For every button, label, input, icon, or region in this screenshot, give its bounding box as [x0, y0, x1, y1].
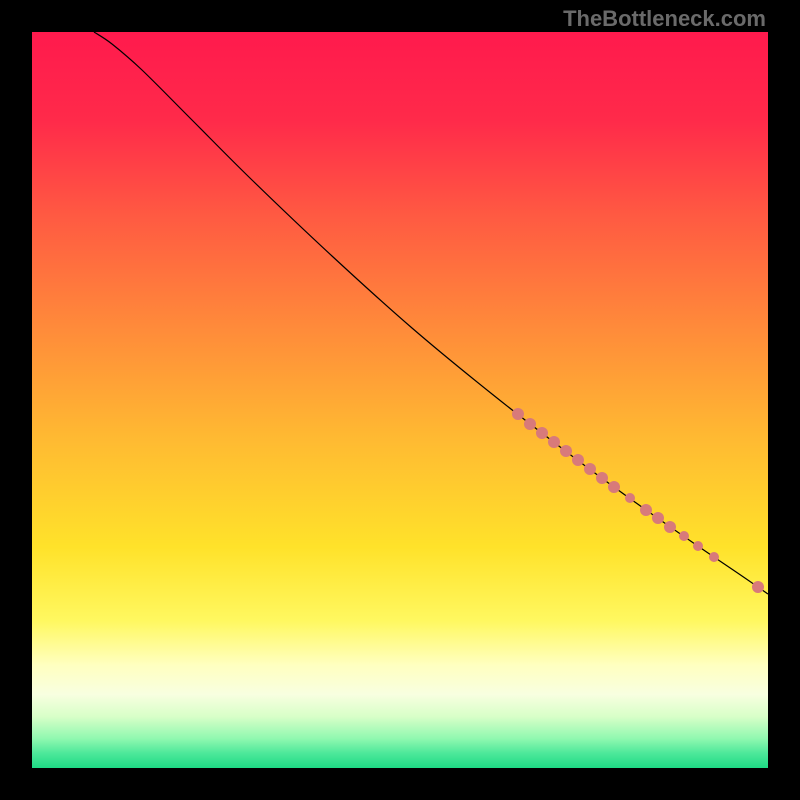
marker-point — [524, 418, 536, 430]
marker-point — [584, 463, 596, 475]
marker-point — [596, 472, 608, 484]
marker-point — [652, 512, 664, 524]
marker-point — [709, 552, 719, 562]
marker-point — [572, 454, 584, 466]
gradient-background — [32, 32, 768, 768]
watermark-text: TheBottleneck.com — [563, 6, 766, 32]
marker-point — [679, 531, 689, 541]
marker-point — [640, 504, 652, 516]
marker-point — [608, 481, 620, 493]
marker-point — [512, 408, 524, 420]
marker-point — [693, 541, 703, 551]
chart-svg — [32, 32, 768, 768]
chart-frame: TheBottleneck.com — [0, 0, 800, 800]
marker-point — [625, 493, 635, 503]
marker-point — [560, 445, 572, 457]
plot-area — [32, 32, 768, 768]
marker-point — [664, 521, 676, 533]
marker-point — [752, 581, 764, 593]
marker-point — [548, 436, 560, 448]
marker-point — [536, 427, 548, 439]
